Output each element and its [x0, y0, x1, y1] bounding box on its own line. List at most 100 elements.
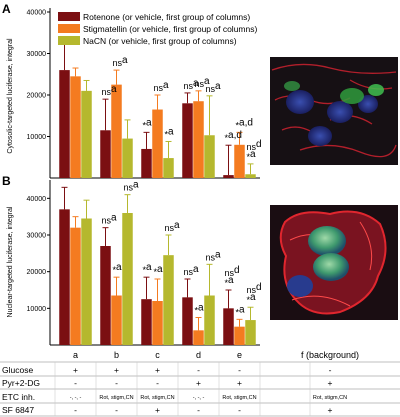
- bar-stigmatellin-a: [70, 227, 81, 345]
- significance-label: nsd: [247, 282, 262, 295]
- bar-rotenone-e: [223, 175, 234, 178]
- significance-label: nsa: [102, 84, 118, 97]
- bar-nacn-a: [81, 218, 92, 345]
- group-label-5: e: [237, 350, 242, 360]
- bar-rotenone-a: [59, 209, 70, 345]
- y-tick-label: 20000: [27, 269, 47, 276]
- legend-swatch-rotenone: [58, 12, 80, 21]
- bar-rotenone-c: [141, 299, 152, 345]
- bar-rotenone-d: [182, 103, 193, 178]
- group-label-6: f (background): [301, 350, 359, 360]
- legend-label-stigmatellin: Stigmatellin (or vehicle, first group of…: [83, 24, 257, 34]
- chart-a: Cytosolic-targeted luciferase, integral …: [7, 8, 262, 179]
- bar-nacn-d: [204, 135, 215, 178]
- significance-label: nsa: [206, 249, 222, 262]
- significance-label: nsa: [184, 264, 200, 277]
- y-tick-label: 30000: [27, 51, 47, 58]
- bar-stigmatellin-b: [111, 84, 122, 178]
- table-cell: Rot, stigm,CN: [99, 395, 133, 401]
- row-label-glucose: Glucose: [2, 365, 33, 375]
- significance-label: nsd: [247, 139, 262, 152]
- bar-nacn-e: [245, 320, 256, 345]
- legend-label-rotenone: Rotenone (or vehicle, first group of col…: [83, 12, 250, 22]
- bar-rotenone-e: [223, 308, 234, 345]
- bar-nacn-a: [81, 90, 92, 178]
- bar-rotenone-a: [59, 70, 70, 178]
- y-axis-title-a: Cytosolic-targeted luciferase, integral: [7, 38, 14, 154]
- conditions-table: a b c d e f (background) Glucose Pyr+2-DG ETC…: [0, 350, 400, 417]
- y-tick-label: 10000: [27, 306, 47, 313]
- group-label-1: a: [73, 350, 78, 360]
- significance-label: *a: [195, 303, 205, 316]
- significance-label: nsa: [165, 220, 181, 233]
- microscopy-image-b: [270, 205, 398, 320]
- bar-nacn-e: [245, 174, 256, 178]
- row-label-etc-inhibitors: ETC inh.: [2, 392, 35, 402]
- bars-b: [59, 186, 256, 345]
- bar-stigmatellin-c: [152, 301, 163, 345]
- significance-label: *a: [113, 262, 123, 275]
- significance-label: nsa: [184, 78, 200, 91]
- table-cell: +: [328, 405, 333, 415]
- bar-nacn-b: [122, 138, 133, 178]
- table-cell: -: [115, 378, 118, 388]
- table-cell: Rot, stigm,CN: [140, 395, 174, 401]
- significance-label: *a,d: [225, 130, 242, 143]
- significance-label: *a: [247, 292, 257, 305]
- legend-swatch-stigmatellin: [58, 24, 80, 33]
- table-cell: +: [196, 378, 201, 388]
- table-cell: -: [156, 378, 159, 388]
- table-cell: +: [155, 405, 160, 415]
- significance-label: nsa: [102, 213, 118, 226]
- bar-rotenone-d: [182, 297, 193, 345]
- bar-stigmatellin-d: [193, 330, 204, 345]
- bar-rotenone-b: [100, 130, 111, 178]
- significance-label: nsa: [124, 180, 140, 193]
- bar-stigmatellin-b: [111, 295, 122, 345]
- bar-nacn-c: [163, 158, 174, 178]
- legend: Rotenone (or vehicle, first group of col…: [58, 12, 257, 46]
- panel-label-a: A: [2, 2, 11, 16]
- bar-stigmatellin-a: [70, 76, 81, 178]
- table-cell: -: [197, 405, 200, 415]
- table-cell: -, -, -: [193, 395, 205, 401]
- table-cell: +: [73, 365, 78, 375]
- y-tick-label: 40000: [27, 10, 47, 17]
- significance-label: *a: [247, 149, 257, 162]
- bar-stigmatellin-d: [193, 101, 204, 178]
- table-cell: -: [115, 405, 118, 415]
- group-label-3: c: [155, 350, 160, 360]
- significance-label: nsa: [195, 76, 211, 89]
- bar-stigmatellin-c: [152, 109, 163, 178]
- significance-label: nsa: [113, 55, 129, 68]
- table-cell: +: [328, 378, 333, 388]
- significance-label: *a: [225, 275, 235, 288]
- table-cell: -: [238, 365, 241, 375]
- legend-label-nacn: NaCN (or vehicle, first group of columns…: [83, 36, 237, 46]
- bar-nacn-c: [163, 255, 174, 345]
- table-cell: -: [74, 378, 77, 388]
- significance-label: *a: [236, 304, 246, 317]
- table-cell: Rot, stigm,CN: [222, 395, 256, 401]
- legend-swatch-nacn: [58, 36, 80, 45]
- row-label-pyr-2dg: Pyr+2-DG: [2, 378, 40, 388]
- group-label-4: d: [196, 350, 201, 360]
- bar-stigmatellin-e: [234, 326, 245, 345]
- significance-label: *a: [165, 126, 175, 139]
- significance-label: *a,d: [236, 117, 253, 130]
- bar-rotenone-c: [141, 148, 152, 178]
- table-cell: -, -, -: [70, 395, 82, 401]
- bar-nacn-b: [122, 213, 133, 345]
- bars-a: [59, 36, 256, 178]
- bar-nacn-d: [204, 295, 215, 345]
- table-cell: -: [238, 405, 241, 415]
- microscopy-image-a: [270, 57, 398, 165]
- y-tick-label: 30000: [27, 233, 47, 240]
- group-labels: a b c d e f (background): [73, 350, 359, 360]
- significance-label: *a: [143, 262, 153, 275]
- table-cell: -: [329, 365, 332, 375]
- bar-rotenone-b: [100, 246, 111, 345]
